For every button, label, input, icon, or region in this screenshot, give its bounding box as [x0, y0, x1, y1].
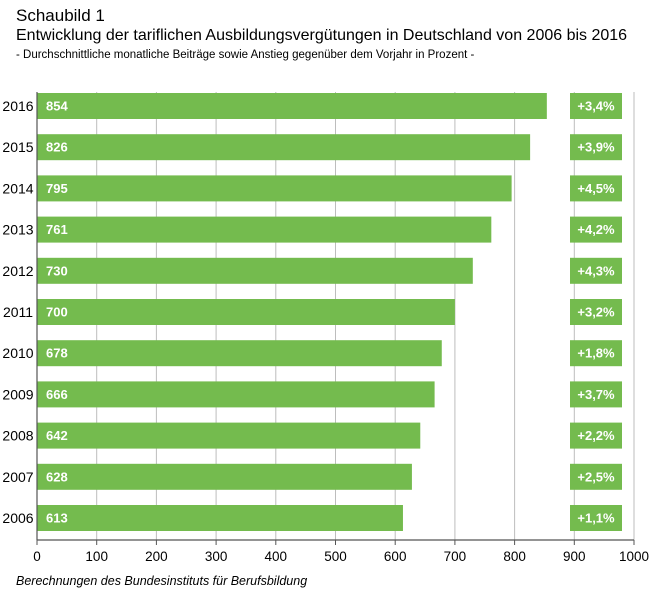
change-badge — [570, 257, 622, 284]
category-label: 2010 — [2, 345, 33, 361]
x-tick-label: 400 — [265, 549, 288, 564]
category-label: 2012 — [2, 263, 33, 279]
chart-title: Schaubild 1 — [16, 6, 105, 25]
bar-value-label: 628 — [46, 469, 68, 484]
bar-value-label: 761 — [46, 222, 68, 237]
change-label: +1,8% — [577, 346, 615, 361]
bar-value-label: 678 — [46, 346, 68, 361]
bar-value-label: 854 — [46, 99, 68, 114]
category-label: 2013 — [2, 222, 33, 238]
x-tick-label: 800 — [503, 549, 526, 564]
change-badge — [570, 422, 622, 449]
chart-subtitle: Entwicklung der tariflichen Ausbildungsv… — [16, 27, 628, 44]
change-label: +3,9% — [577, 140, 615, 155]
change-badge — [570, 216, 622, 243]
change-badge — [570, 175, 622, 202]
x-tick-label: 600 — [384, 549, 407, 564]
bar-value-label: 795 — [46, 181, 68, 196]
bar-value-label: 826 — [46, 140, 68, 155]
bar — [37, 505, 403, 531]
x-tick-label: 700 — [444, 549, 467, 564]
change-badge — [570, 134, 622, 161]
change-label: +4,3% — [577, 263, 615, 278]
bar — [37, 93, 547, 119]
change-badge — [570, 93, 622, 119]
bar-value-label: 666 — [46, 387, 68, 402]
change-badge — [570, 505, 622, 531]
change-badge — [570, 299, 622, 325]
category-label: 2014 — [2, 180, 33, 196]
change-label: +4,2% — [577, 222, 615, 237]
category-label: 2016 — [2, 98, 33, 114]
change-label: +3,4% — [577, 99, 615, 114]
change-badge — [570, 340, 622, 367]
bar-value-label: 730 — [46, 263, 68, 278]
change-badge — [570, 381, 622, 408]
x-tick-label: 500 — [324, 549, 347, 564]
source-note: Berechnungen des Bundesinstituts für Ber… — [16, 574, 308, 588]
change-label: +3,7% — [577, 387, 615, 402]
x-tick-label: 0 — [33, 549, 41, 564]
bar — [37, 340, 442, 367]
bar — [37, 257, 473, 284]
change-label: +2,2% — [577, 428, 615, 443]
x-tick-label: 900 — [563, 549, 586, 564]
bar — [37, 216, 492, 243]
chart-header: Schaubild 1 Entwicklung der tariflichen … — [16, 6, 646, 62]
change-label: +4,5% — [577, 181, 615, 196]
x-tick-label: 100 — [85, 549, 108, 564]
bar — [37, 463, 412, 490]
category-label: 2009 — [2, 386, 33, 402]
chart-description: - Durchschnittliche monatliche Beiträge … — [16, 49, 475, 61]
category-label: 2015 — [2, 139, 33, 155]
change-label: +2,5% — [577, 469, 615, 484]
category-label: 2006 — [2, 510, 33, 526]
category-label: 2011 — [3, 304, 33, 320]
bar — [37, 175, 512, 202]
change-label: +3,2% — [577, 305, 615, 320]
category-label: 2007 — [2, 469, 33, 485]
bar-value-label: 613 — [46, 511, 68, 526]
bar-value-label: 642 — [46, 428, 68, 443]
change-label: +1,1% — [577, 511, 615, 526]
bar — [37, 299, 455, 325]
x-tick-label: 300 — [205, 549, 228, 564]
bar — [37, 381, 435, 408]
x-tick-label: 200 — [145, 549, 168, 564]
change-badge — [570, 463, 622, 490]
x-tick-label: 1000 — [619, 549, 649, 564]
bar — [37, 422, 421, 449]
bar — [37, 134, 531, 161]
bar-value-label: 700 — [46, 305, 68, 320]
category-label: 2008 — [2, 428, 33, 444]
